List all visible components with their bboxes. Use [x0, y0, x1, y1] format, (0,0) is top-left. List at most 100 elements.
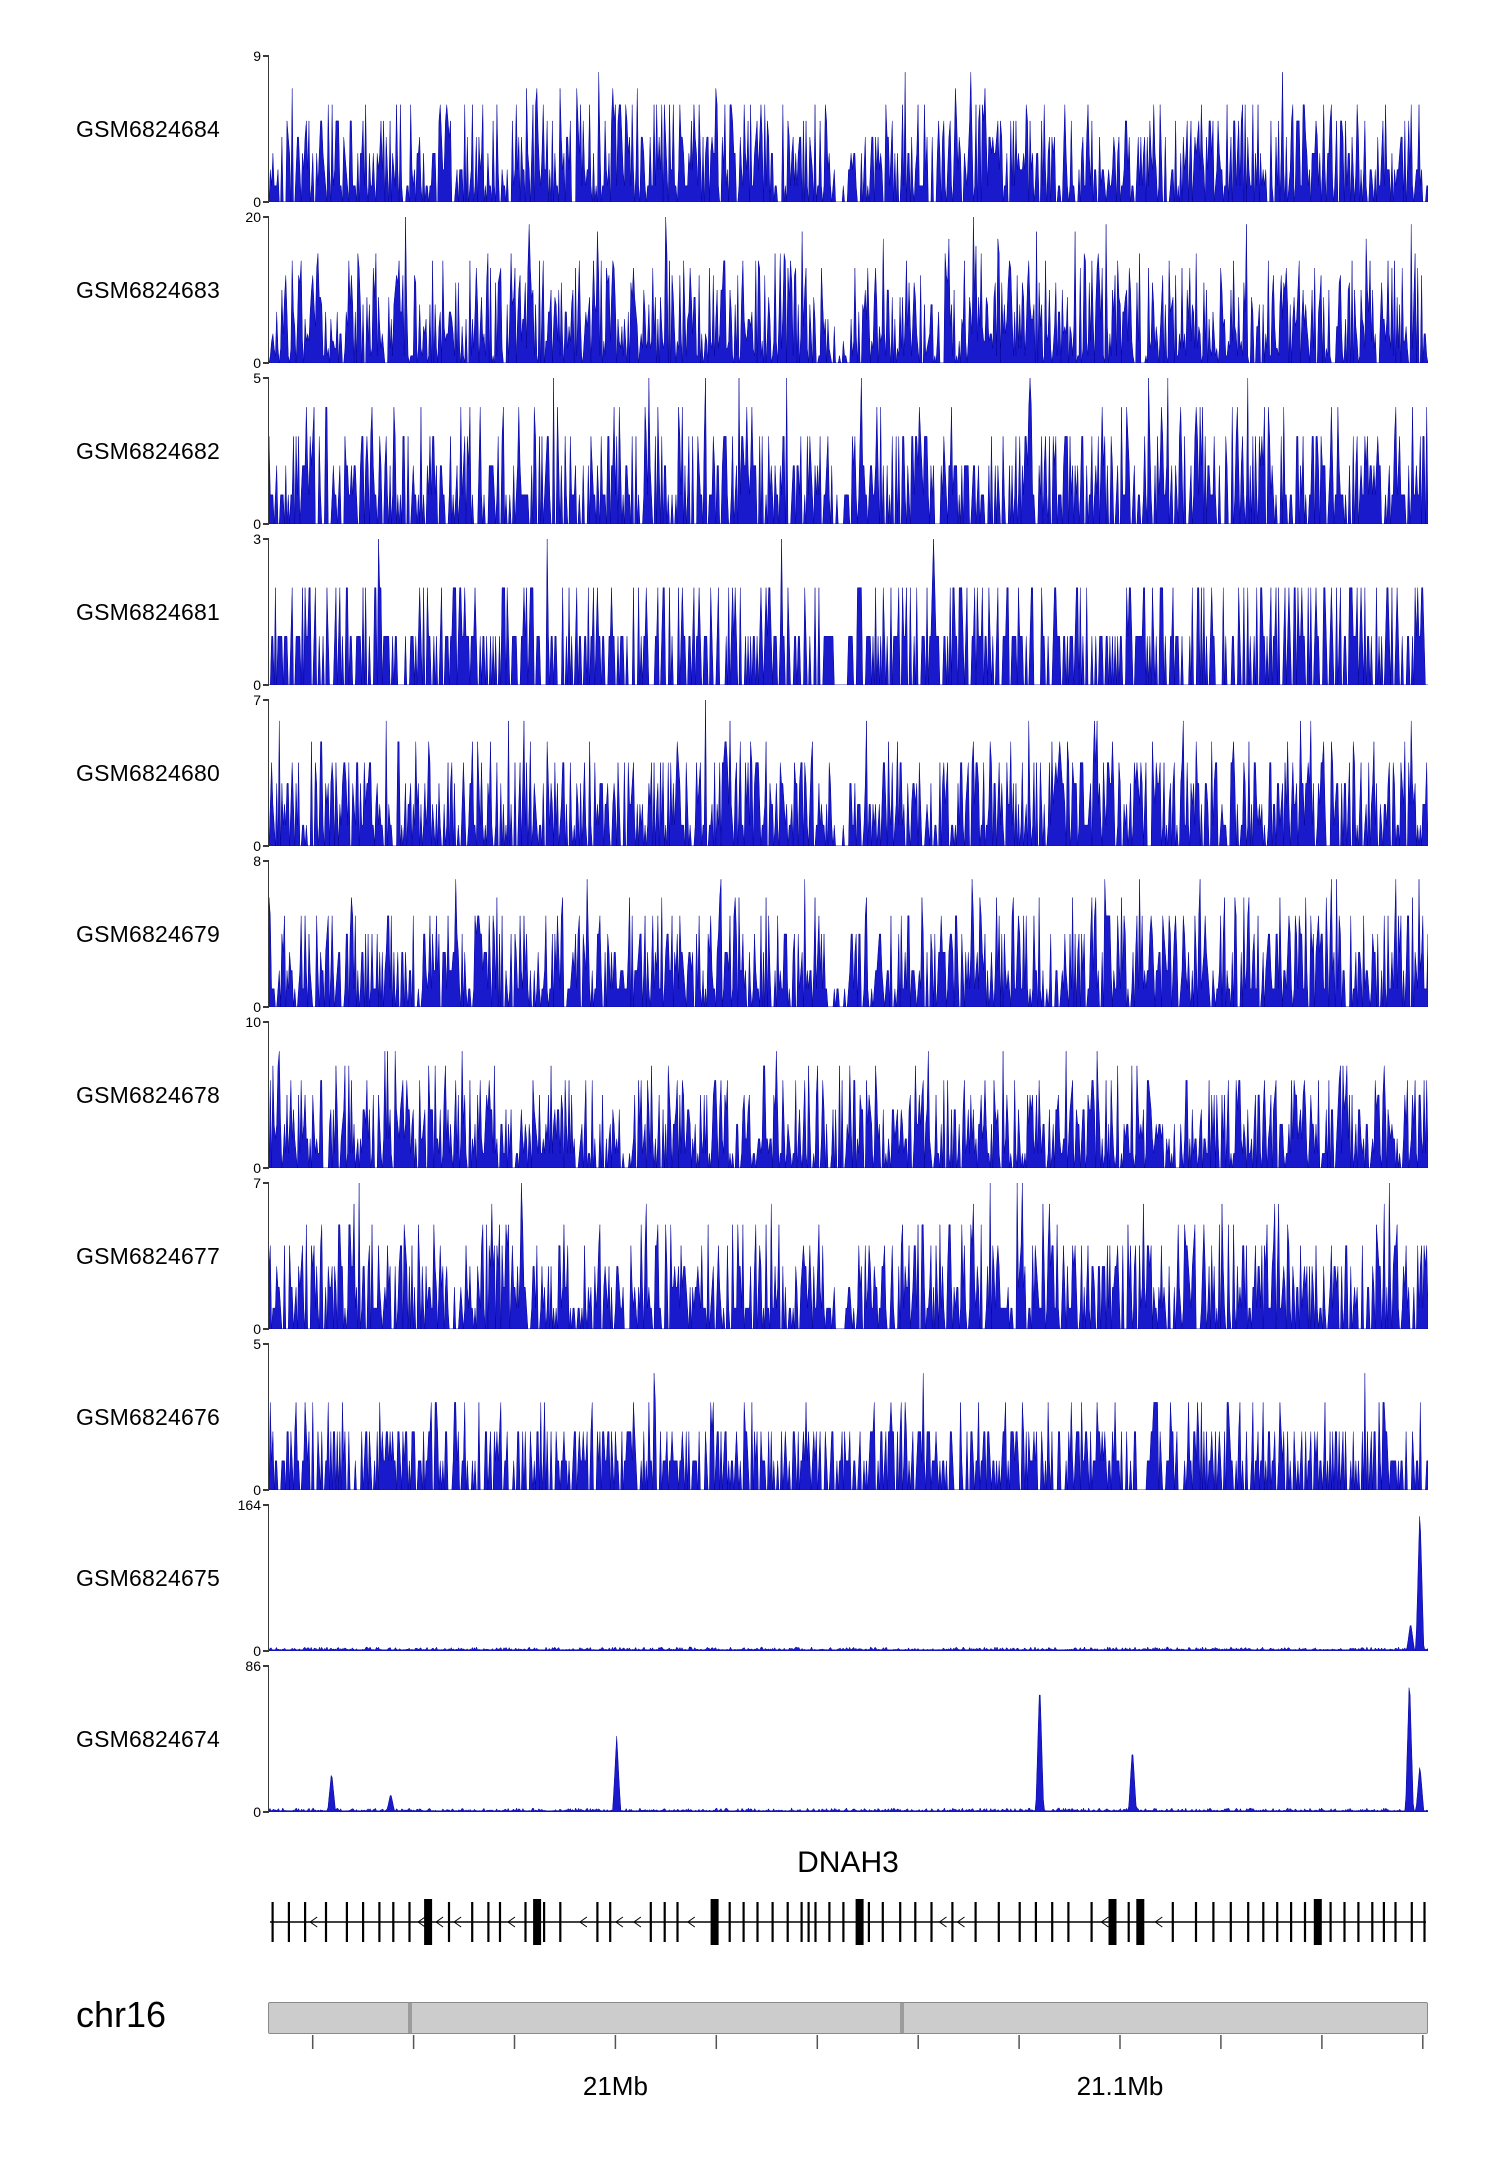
- exon-mark: [392, 1902, 395, 1942]
- track-label: GSM6824683: [76, 277, 220, 303]
- exon-mark: [828, 1902, 831, 1942]
- track-label: GSM6824680: [76, 760, 220, 786]
- exon-mark: [424, 1899, 433, 1945]
- y-axis-max-label: 86: [245, 1658, 261, 1674]
- exon-mark: [997, 1902, 1000, 1942]
- coverage-polygon: [269, 217, 1428, 363]
- track-row: GSM6824679 8 0: [0, 853, 1500, 1022]
- exon-mark: [1212, 1902, 1215, 1942]
- exon-mark: [596, 1902, 599, 1942]
- gene-name-label: DNAH3: [797, 1846, 899, 1879]
- axis-tick-label: 21.1Mb: [1077, 2071, 1164, 2101]
- exon-mark: [345, 1902, 348, 1942]
- exon-mark: [951, 1902, 954, 1942]
- exon-mark: [287, 1902, 290, 1942]
- track-label: GSM6824684: [76, 116, 220, 142]
- exon-mark: [855, 1899, 864, 1945]
- exon-mark: [1171, 1902, 1174, 1942]
- track-label: GSM6824677: [76, 1243, 220, 1269]
- y-axis-max-label: 5: [253, 370, 261, 386]
- coverage-polygon: [269, 378, 1428, 524]
- exon-mark: [609, 1902, 612, 1942]
- exon-mark: [1136, 1899, 1145, 1945]
- exon-mark: [842, 1902, 845, 1942]
- coverage-polygon: [269, 879, 1428, 1007]
- track-row: GSM6824674 86 0: [0, 1658, 1500, 1827]
- y-axis-max-label: 9: [253, 48, 261, 64]
- exon-mark: [1127, 1902, 1130, 1942]
- exon-mark: [1090, 1902, 1093, 1942]
- coverage-plot: 7 0: [253, 692, 1428, 854]
- track-label: GSM6824682: [76, 438, 220, 464]
- y-axis-zero-label: 0: [253, 677, 261, 693]
- ideogram-band: [900, 2003, 905, 2033]
- coverage-plot: 20 0: [245, 209, 1428, 371]
- ideogram-band: [407, 2003, 412, 2033]
- exon-mark: [362, 1902, 365, 1942]
- y-axis-zero-label: 0: [253, 999, 261, 1015]
- y-axis-zero-label: 0: [253, 1482, 261, 1498]
- coverage-polygon: [269, 1051, 1428, 1168]
- y-axis-max-label: 7: [253, 1175, 261, 1191]
- y-axis-zero-label: 0: [253, 1643, 261, 1659]
- exon-mark: [1343, 1902, 1346, 1942]
- y-axis-max-label: 164: [237, 1497, 261, 1513]
- exon-mark: [408, 1902, 411, 1942]
- exon-mark: [663, 1902, 666, 1942]
- coverage-signal: [269, 1516, 1428, 1651]
- track-label: GSM6824681: [76, 599, 220, 625]
- y-axis-max-label: 5: [253, 1336, 261, 1352]
- exon-mark: [524, 1902, 527, 1942]
- exon-mark: [867, 1902, 870, 1942]
- exon-mark: [1329, 1902, 1332, 1942]
- coverage-polygon: [269, 1516, 1428, 1651]
- exon-mark: [1051, 1902, 1054, 1942]
- exon-mark: [1262, 1902, 1265, 1942]
- axis-tick-label: 21Mb: [583, 2071, 648, 2101]
- track-row: GSM6824684 9 0: [0, 48, 1500, 217]
- gene-track: DNAH3: [268, 1846, 1428, 1958]
- exon-mark: [786, 1902, 789, 1942]
- coverage-plot: 9 0: [253, 48, 1428, 210]
- exon-mark: [771, 1902, 774, 1942]
- exon-mark: [271, 1902, 274, 1942]
- exon-mark: [1394, 1902, 1397, 1942]
- exon-mark: [533, 1899, 542, 1945]
- exon-mark: [1371, 1902, 1374, 1942]
- exon-mark: [914, 1902, 917, 1942]
- strand-direction-arrow-icon: [615, 1916, 624, 1928]
- y-axis-zero-label: 0: [253, 1804, 261, 1820]
- exon-mark: [378, 1902, 381, 1942]
- exon-mark: [1276, 1902, 1279, 1942]
- y-axis-zero-label: 0: [253, 1160, 261, 1176]
- exon-mark: [1423, 1902, 1426, 1942]
- y-axis-max-label: 20: [245, 209, 261, 225]
- chromosome-label: chr16: [76, 1994, 167, 2035]
- coverage-polygon: [269, 1373, 1428, 1490]
- exon-mark: [1067, 1902, 1070, 1942]
- exon-mark: [728, 1902, 731, 1942]
- coverage-polygon: [269, 700, 1428, 846]
- y-axis-zero-label: 0: [253, 194, 261, 210]
- coverage-signal: [269, 539, 1428, 685]
- coverage-signal: [269, 700, 1428, 846]
- exon-mark: [800, 1902, 803, 1942]
- y-axis-max-label: 10: [245, 1014, 261, 1030]
- exon-mark: [304, 1902, 307, 1942]
- exon-mark: [324, 1902, 328, 1942]
- track-row: GSM6824683 20 0: [0, 209, 1500, 378]
- strand-direction-arrow-icon: [435, 1916, 444, 1928]
- exon-mark: [1247, 1902, 1250, 1942]
- y-axis-zero-label: 0: [253, 516, 261, 532]
- coverage-signal: [269, 378, 1428, 524]
- coverage-plot: 5 0: [253, 370, 1428, 532]
- exon-mark: [756, 1902, 759, 1942]
- exon-mark: [710, 1899, 719, 1945]
- y-axis-max-label: 8: [253, 853, 261, 869]
- strand-direction-arrow-icon: [686, 1916, 696, 1928]
- exon-mark: [881, 1902, 884, 1942]
- exon-mark: [814, 1902, 817, 1942]
- gene-model: [270, 1899, 1426, 1945]
- track-label: GSM6824678: [76, 1082, 220, 1108]
